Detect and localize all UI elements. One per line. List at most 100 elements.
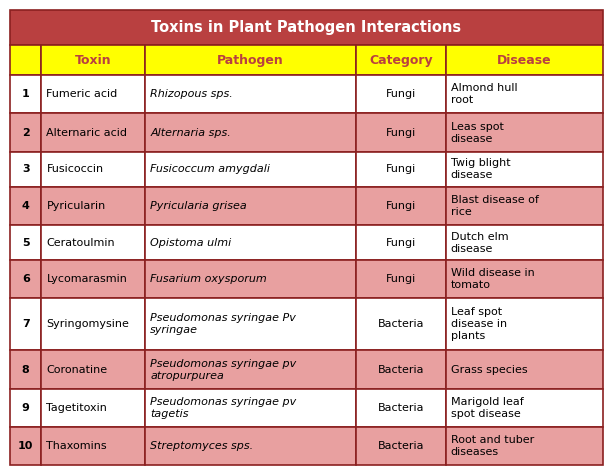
Text: Marigold leaf
spot disease: Marigold leaf spot disease [451, 397, 524, 419]
Bar [446, 225, 603, 260]
Bar [145, 260, 356, 298]
Bar [10, 114, 42, 152]
Text: 3: 3 [22, 164, 29, 174]
Bar [446, 45, 603, 75]
Text: Fungi: Fungi [386, 128, 416, 138]
Text: Leaf spot
disease in
plants: Leaf spot disease in plants [451, 307, 507, 342]
Text: Grass species: Grass species [451, 365, 527, 375]
Text: Alternaria sps.: Alternaria sps. [150, 128, 231, 138]
Bar [356, 351, 446, 389]
Bar [42, 260, 145, 298]
Text: 6: 6 [22, 274, 29, 284]
Bar [42, 389, 145, 427]
Bar [42, 114, 145, 152]
Text: Disease: Disease [497, 54, 552, 67]
Bar [42, 152, 145, 187]
Bar [10, 427, 42, 465]
Bar [42, 427, 145, 465]
Bar [446, 114, 603, 152]
Text: Lycomarasmin: Lycomarasmin [47, 274, 128, 284]
Bar [145, 298, 356, 351]
Bar [10, 389, 42, 427]
Bar [145, 427, 356, 465]
Text: Dutch elm
disease: Dutch elm disease [451, 231, 508, 254]
Text: Toxins in Plant Pathogen Interactions: Toxins in Plant Pathogen Interactions [151, 20, 462, 35]
Text: 1: 1 [22, 89, 29, 99]
Text: Category: Category [369, 54, 433, 67]
Text: Tagetitoxin: Tagetitoxin [47, 403, 107, 413]
Text: Almond hull
root: Almond hull root [451, 84, 517, 105]
Text: Fusarium oxysporum: Fusarium oxysporum [150, 274, 267, 284]
Bar [10, 10, 603, 45]
Text: Bacteria: Bacteria [378, 403, 424, 413]
Bar [42, 351, 145, 389]
Text: 7: 7 [22, 319, 29, 329]
Bar [446, 187, 603, 225]
Bar [42, 225, 145, 260]
Text: Twig blight
disease: Twig blight disease [451, 158, 511, 180]
Bar [145, 75, 356, 114]
Bar [356, 427, 446, 465]
Bar [356, 389, 446, 427]
Text: Bacteria: Bacteria [378, 319, 424, 329]
Bar [10, 75, 42, 114]
Text: Wild disease in
tomato: Wild disease in tomato [451, 268, 535, 290]
Bar [356, 187, 446, 225]
Bar [446, 389, 603, 427]
Text: Streptomyces sps.: Streptomyces sps. [150, 441, 253, 451]
Bar [356, 298, 446, 351]
Bar [10, 45, 42, 75]
Bar [446, 427, 603, 465]
Bar [145, 45, 356, 75]
Text: Syringomysine: Syringomysine [47, 319, 129, 329]
Bar [10, 298, 42, 351]
Text: 9: 9 [22, 403, 29, 413]
Bar [356, 152, 446, 187]
Text: Fusicoccum amygdali: Fusicoccum amygdali [150, 164, 270, 174]
Text: Leas spot
disease: Leas spot disease [451, 122, 504, 143]
Text: Rhizopous sps.: Rhizopous sps. [150, 89, 233, 99]
Bar [145, 114, 356, 152]
Text: Bacteria: Bacteria [378, 365, 424, 375]
Text: Fungi: Fungi [386, 238, 416, 247]
Text: 10: 10 [18, 441, 33, 451]
Text: Pathogen: Pathogen [217, 54, 284, 67]
Bar [446, 152, 603, 187]
Bar [356, 225, 446, 260]
Text: Bacteria: Bacteria [378, 441, 424, 451]
Text: Pyricularin: Pyricularin [47, 201, 105, 211]
Bar [356, 75, 446, 114]
Bar [42, 298, 145, 351]
Text: 2: 2 [22, 128, 29, 138]
Text: Fungi: Fungi [386, 89, 416, 99]
Text: Pseudomonas syringae pv
tagetis: Pseudomonas syringae pv tagetis [150, 397, 297, 419]
Bar [10, 225, 42, 260]
Text: Toxin: Toxin [75, 54, 112, 67]
Text: 4: 4 [22, 201, 29, 211]
Text: Root and tuber
diseases: Root and tuber diseases [451, 435, 534, 457]
Text: Thaxomins: Thaxomins [47, 441, 107, 451]
Text: Fumeric acid: Fumeric acid [47, 89, 118, 99]
Bar [446, 298, 603, 351]
Bar [446, 75, 603, 114]
Bar [356, 45, 446, 75]
Bar [10, 260, 42, 298]
Text: Coronatine: Coronatine [47, 365, 107, 375]
Bar [42, 187, 145, 225]
Bar [10, 152, 42, 187]
Text: Ceratoulmin: Ceratoulmin [47, 238, 115, 247]
Bar [356, 260, 446, 298]
Bar [42, 75, 145, 114]
Bar [145, 187, 356, 225]
Bar [446, 260, 603, 298]
Text: Pyricularia grisea: Pyricularia grisea [150, 201, 247, 211]
Text: 5: 5 [22, 238, 29, 247]
Bar [10, 187, 42, 225]
Text: Pseudomonas syringae pv
atropurpurea: Pseudomonas syringae pv atropurpurea [150, 359, 297, 380]
Bar [145, 225, 356, 260]
Bar [356, 114, 446, 152]
Bar [446, 351, 603, 389]
Text: 8: 8 [22, 365, 29, 375]
Text: Fungi: Fungi [386, 164, 416, 174]
Text: Fungi: Fungi [386, 274, 416, 284]
